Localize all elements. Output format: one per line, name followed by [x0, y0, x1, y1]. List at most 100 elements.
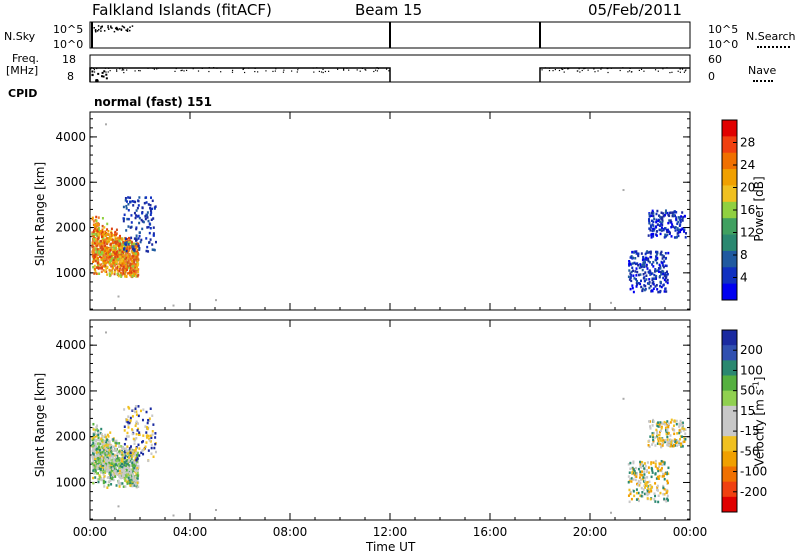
velocity-cell [632, 460, 635, 463]
velocity-cell [673, 432, 676, 436]
velocity-cell [127, 459, 130, 462]
velocity-cell [665, 432, 668, 436]
velocity-cell [667, 425, 670, 429]
velocity-cell [123, 408, 126, 411]
freq-start-point [91, 70, 94, 73]
velocity-cell [664, 438, 667, 442]
velocity-cell [657, 421, 660, 424]
velocity-cell [129, 460, 132, 463]
velocity-cell [154, 436, 157, 439]
power-cell [650, 236, 653, 239]
power-cell [136, 206, 139, 210]
velocity-cell [635, 498, 638, 501]
power-cell [92, 220, 95, 223]
power-cell [666, 272, 669, 276]
velocity-cell [113, 439, 116, 443]
nave-point [107, 71, 109, 73]
velocity-cell [632, 461, 635, 465]
power-cell [105, 261, 108, 265]
velocity-cell [667, 499, 670, 502]
power-cell [92, 249, 95, 252]
velocity-cell [649, 420, 652, 423]
noise-point [93, 27, 95, 29]
power-cell [134, 258, 137, 261]
velocity-cell [654, 459, 657, 463]
power-cell [118, 262, 121, 266]
velocity-cell [668, 440, 671, 444]
power-cell [111, 252, 114, 255]
velocity-cell [96, 467, 99, 470]
power-cell [152, 233, 155, 237]
nave-point [343, 68, 345, 70]
nave-point [213, 67, 215, 69]
power-cell [632, 274, 635, 277]
power-colorbar-swatch [722, 283, 737, 301]
velocity-cell [148, 439, 151, 442]
power-cell [132, 204, 135, 207]
power-cell [649, 250, 652, 254]
power-cell [632, 290, 635, 294]
velocity-cell [94, 438, 97, 442]
power-cell [115, 260, 118, 264]
power-cell [654, 268, 657, 271]
velocity-cell [102, 479, 105, 483]
power-cell [644, 252, 647, 256]
velocity-cell [135, 421, 138, 425]
power-cell [628, 264, 631, 267]
freq-start-point [100, 75, 103, 78]
velocity-cell [125, 460, 128, 463]
velocity-cell [137, 485, 140, 489]
power-cell [639, 263, 642, 266]
power-cell [127, 243, 130, 246]
power-cell [650, 211, 653, 215]
freq-unit-label: [MHz] [6, 64, 39, 77]
velocity-cell [111, 477, 114, 480]
power-cell [132, 268, 135, 271]
power-cell [629, 256, 632, 259]
velocity-cell [124, 437, 127, 441]
power-cell [636, 262, 639, 265]
power-cell [95, 240, 98, 243]
power-cell [135, 271, 138, 274]
velocity-cell [127, 426, 130, 429]
power-cell [659, 224, 662, 227]
velocity-cell [654, 436, 657, 439]
velocity-cell [659, 439, 662, 442]
velocity-cell [138, 454, 141, 457]
velocity-cell [145, 441, 148, 444]
power-cell [147, 203, 150, 206]
power-cell [133, 260, 136, 264]
power-cell [140, 218, 143, 222]
power-cell [125, 207, 128, 210]
power-cell [93, 248, 96, 251]
nave-point [584, 67, 586, 69]
power-cell [652, 287, 655, 291]
velocity-cell [109, 431, 112, 434]
velocity-cell [134, 483, 137, 486]
velocity-cell [98, 475, 101, 479]
velocity-cell [676, 432, 679, 435]
power-cell [106, 239, 109, 242]
velocity-cell [153, 446, 156, 450]
power-cell [635, 278, 638, 281]
velocity-cell [115, 442, 118, 445]
velocity-cell [132, 454, 135, 457]
power-cell [648, 286, 651, 290]
power-cell [657, 290, 660, 294]
power-cell [115, 244, 118, 247]
velocity-cell [129, 419, 132, 422]
velocity-cell [125, 448, 128, 451]
power-cell [651, 229, 654, 233]
power-cell [106, 273, 109, 276]
power-cell [116, 255, 119, 258]
velocity-cell [114, 444, 117, 447]
power-cell [639, 273, 642, 276]
power-cell [642, 272, 645, 276]
velocity-cell [639, 481, 642, 485]
velocity-cell [627, 481, 630, 484]
power-cell [145, 196, 148, 199]
power-cell [124, 199, 127, 202]
power-cell [93, 254, 96, 257]
noise-point [94, 29, 97, 31]
power-cell [111, 248, 114, 251]
